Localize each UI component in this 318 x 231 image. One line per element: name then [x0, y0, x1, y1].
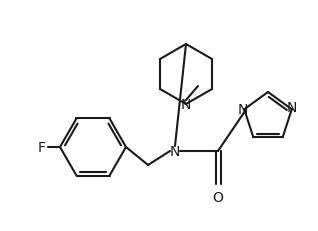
Text: N: N — [238, 103, 248, 117]
Text: F: F — [38, 140, 46, 154]
Text: N: N — [181, 97, 191, 112]
Text: O: O — [212, 190, 224, 204]
Text: N: N — [170, 144, 180, 158]
Text: N: N — [287, 101, 297, 115]
